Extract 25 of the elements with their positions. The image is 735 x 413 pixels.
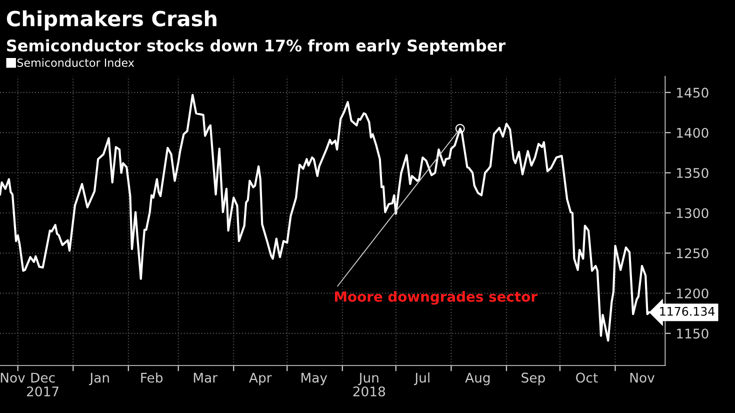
y-tick-label: 1250 [677,248,708,258]
legend-label: Semiconductor Index [17,58,134,67]
x-tick-label: Sep [522,372,545,386]
x-tick-label: Mar [194,372,218,383]
x-tick-label: Apr [249,372,272,386]
y-tick-label: 1350 [677,168,708,178]
chart-title: Chipmakers Crash [6,10,216,30]
y-tick-label: 1400 [677,128,708,138]
x-tick-label: Jan [89,372,109,386]
x-tick-label: Jul [414,372,430,386]
x-tick-label: Nov [0,372,25,383]
y-tick-label: 1150 [677,328,708,339]
x-tick-label: Oct [576,372,598,383]
y-tick-label: 1300 [677,208,708,218]
annotation: Moore downgrades sector [334,291,538,305]
x-tick-label: May [302,372,328,386]
y-tick-label: 1450 [677,88,708,98]
x-tick-label: Jun 2018 [353,372,386,396]
y-tick-label: 1200 [677,288,708,298]
x-tick-label: Dec 2017 [26,372,58,396]
chart-subtitle: Semiconductor stocks down 17% from early September [7,39,506,55]
x-tick-label: Feb [141,372,163,383]
x-tick-label: Aug [465,372,490,386]
data-label: 1176.134 [660,306,715,316]
x-tick-label: Nov [630,372,654,383]
